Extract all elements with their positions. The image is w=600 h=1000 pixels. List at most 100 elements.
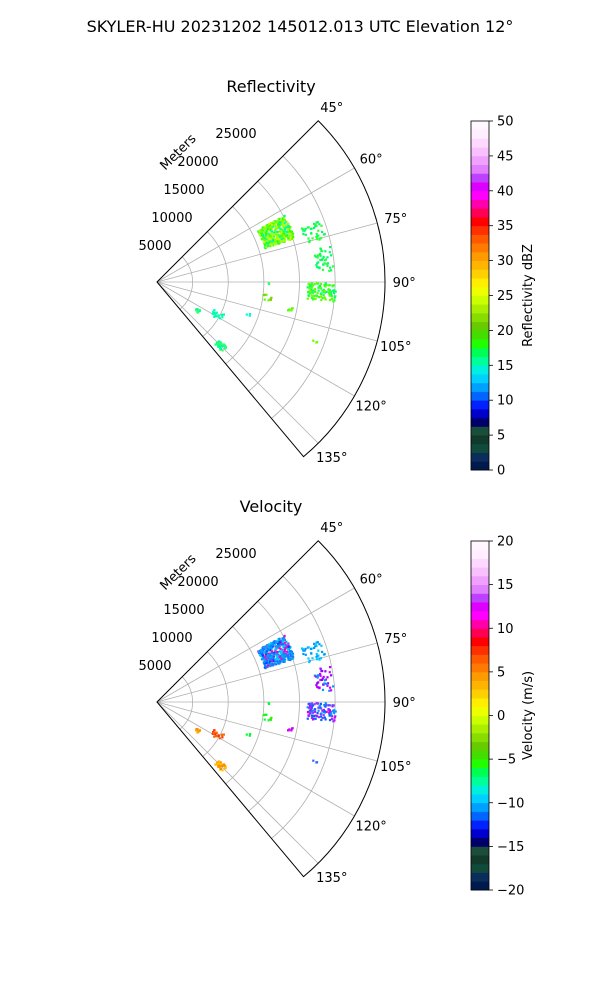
echo-point xyxy=(219,766,222,769)
echo-cluster xyxy=(214,340,227,352)
colorbar-segment xyxy=(471,732,489,743)
echo-point xyxy=(290,729,293,732)
echo-point xyxy=(306,290,310,294)
echo-point xyxy=(317,702,320,705)
echo-point xyxy=(267,244,270,247)
echo-point xyxy=(276,642,280,646)
echo-cluster xyxy=(245,733,252,737)
echo-point xyxy=(273,642,276,645)
echo-point xyxy=(328,710,331,713)
angle-tick-label: 90° xyxy=(393,696,416,711)
echo-point xyxy=(269,642,273,645)
echo-point xyxy=(287,655,290,659)
echo-point xyxy=(280,230,283,233)
colorbar-segment xyxy=(471,382,489,392)
colorbar-segment xyxy=(471,164,489,174)
echo-point xyxy=(266,662,269,665)
colorbar-segment xyxy=(471,121,489,131)
echo-point xyxy=(260,648,263,652)
echo-point xyxy=(316,235,319,238)
echo-cluster xyxy=(245,313,252,317)
echo-point xyxy=(268,240,271,243)
echo-point xyxy=(334,295,337,298)
echo-point xyxy=(217,764,220,767)
echo-point xyxy=(222,313,225,316)
echo-point xyxy=(248,734,251,737)
echo-point xyxy=(273,241,276,244)
echo-cluster xyxy=(267,282,271,285)
colorbar-segment xyxy=(471,558,489,568)
echo-point xyxy=(307,294,310,297)
echo-point xyxy=(308,707,311,710)
echo-point xyxy=(308,703,311,706)
echo-point xyxy=(316,714,319,717)
echo-point xyxy=(308,712,311,715)
echo-point xyxy=(275,640,278,643)
echo-point xyxy=(334,715,337,718)
echo-point xyxy=(330,291,333,294)
colorbar-segment xyxy=(471,706,489,716)
echo-point xyxy=(301,647,304,651)
echo-point xyxy=(282,658,285,661)
echo-point xyxy=(224,766,227,769)
echo-point xyxy=(268,238,271,241)
echo-cluster xyxy=(300,641,326,664)
echo-point xyxy=(272,640,275,643)
echo-point xyxy=(320,712,323,715)
echo-point xyxy=(329,666,332,669)
echo-point xyxy=(272,657,275,660)
echo-point xyxy=(218,737,222,740)
colorbar-segment xyxy=(471,304,489,314)
echo-point xyxy=(278,224,281,227)
echo-point xyxy=(285,645,288,648)
colorbar-segment xyxy=(471,278,489,288)
echo-point xyxy=(316,221,319,224)
echo-point xyxy=(264,664,267,667)
angle-tick-label: 105° xyxy=(380,340,411,355)
echo-point xyxy=(272,233,275,236)
echo-point xyxy=(287,238,290,241)
colorbar-segment xyxy=(471,872,489,882)
reflectivity-panel: Reflectivity45°60°75°90°105°120°135°5000… xyxy=(138,77,536,479)
echo-cluster xyxy=(287,727,294,732)
echo-point xyxy=(271,655,274,658)
echo-point xyxy=(312,714,315,717)
echo-point xyxy=(266,665,269,669)
colorbar-segment xyxy=(471,654,489,664)
echo-point xyxy=(313,226,316,230)
echo-point xyxy=(333,711,336,714)
echo-point xyxy=(268,242,271,245)
colorbar-segment xyxy=(471,593,489,603)
echo-point xyxy=(330,269,333,272)
echo-point xyxy=(320,258,324,261)
echo-point xyxy=(328,289,331,292)
echo-point xyxy=(322,263,325,266)
echo-point xyxy=(310,702,314,705)
echo-point xyxy=(322,683,325,686)
echo-point xyxy=(329,266,332,269)
echo-point xyxy=(310,708,313,711)
colorbar-segment xyxy=(471,251,489,262)
echo-point xyxy=(279,660,282,663)
range-ring xyxy=(248,600,300,812)
echo-point xyxy=(276,652,279,655)
colorbar-segment xyxy=(471,610,489,620)
echo-point xyxy=(280,650,283,653)
echo-cluster xyxy=(300,221,326,244)
colorbar-tick-label: −20 xyxy=(497,884,524,899)
echo-point xyxy=(264,655,267,658)
echo-point xyxy=(290,235,293,238)
echo-point xyxy=(290,230,293,233)
colorbar-segment xyxy=(471,663,489,673)
echo-point xyxy=(304,653,307,656)
echo-point xyxy=(331,284,334,287)
echo-point xyxy=(317,686,320,689)
echo-point xyxy=(268,658,271,661)
echo-point xyxy=(284,658,287,661)
echo-point xyxy=(279,647,282,650)
echo-point xyxy=(269,238,273,241)
echo-point xyxy=(285,650,288,653)
echo-point xyxy=(266,235,269,238)
echo-point xyxy=(287,225,290,228)
echo-point xyxy=(278,655,281,658)
